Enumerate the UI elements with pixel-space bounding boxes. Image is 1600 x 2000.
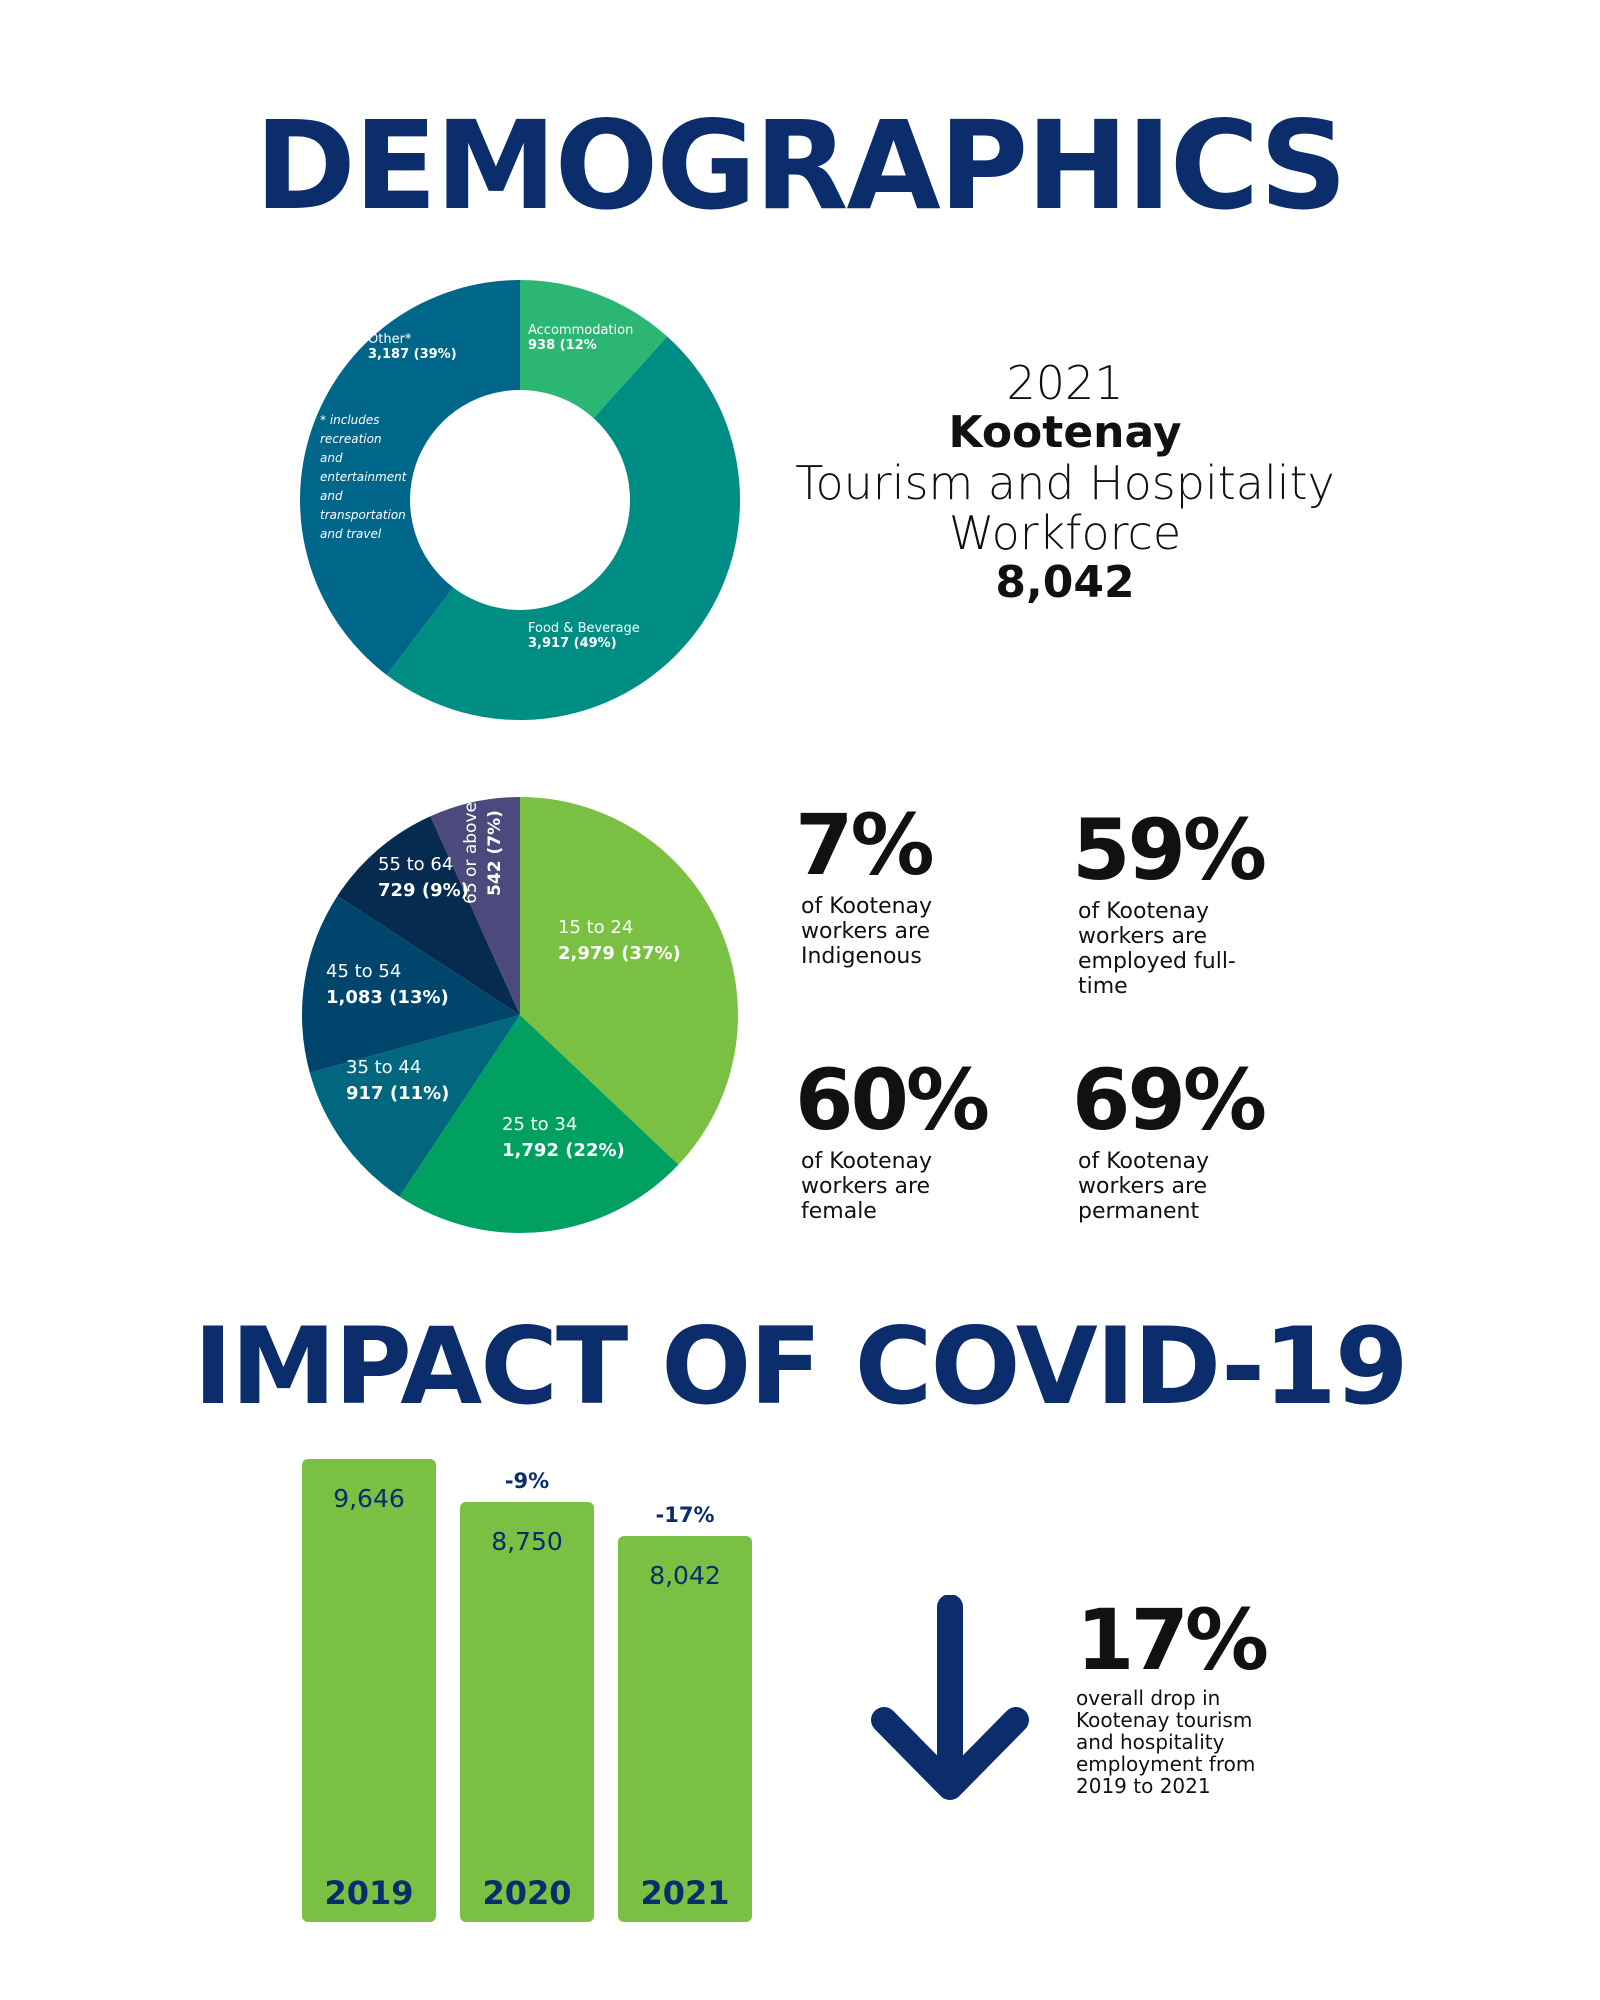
donut-slice-food-beverage: [386, 336, 740, 720]
bar-2019: [302, 1458, 436, 1922]
summary-total: 8,042: [995, 557, 1135, 608]
pie-slice-value: 729 (9%): [378, 880, 469, 901]
pie-slice-45-to-54: [302, 895, 520, 1073]
stat-indigenous: 7% of Kootenay workers are Indigenous: [795, 800, 1035, 969]
donut-slice-name: Other*: [368, 332, 412, 347]
pie-slice-name: 15 to 24: [558, 917, 633, 938]
drop-desc: overall drop in Kootenay tourism and hos…: [1076, 1686, 1256, 1798]
pie-slice-value: 2,979 (37%): [558, 943, 681, 964]
stat-value: 60%: [795, 1051, 990, 1149]
donut-footnote-line: transportation: [320, 508, 406, 522]
donut-footnote-line: entertainment: [320, 470, 408, 484]
down-arrow-icon: [871, 1595, 1029, 1800]
donut-footnote-line: and travel: [320, 527, 382, 541]
workforce-summary: 2021 Kootenay Tourism and Hospitality Wo…: [765, 358, 1365, 608]
bar-change-label: -17%: [656, 1503, 715, 1527]
stat-female: 60% of Kootenay workers are female: [795, 1055, 1035, 1224]
donut-footnote-line: and: [320, 451, 343, 465]
pie-slice-name: 45 to 54: [326, 961, 401, 982]
drop-value: 17%: [1076, 1591, 1269, 1689]
stat-permanent: 69% of Kootenay workers are permanent: [1072, 1055, 1312, 1224]
summary-year: 2021: [1006, 356, 1124, 410]
bar-change-label: -9%: [505, 1469, 549, 1493]
donut-footnote-line: * includes: [320, 413, 380, 427]
bar-value-label: 9,646: [333, 1484, 405, 1513]
age-pie-chart: 15 to 24 2,979 (37%) 25 to 34 1,792 (22%) 35…: [302, 797, 738, 1233]
demographics-heading: DEMOGRAPHICS: [254, 95, 1348, 237]
bar-value-label: 8,750: [491, 1527, 563, 1556]
pie-slice-value: 1,083 (13%): [326, 987, 449, 1008]
summary-line-1: Tourism and Hospitality: [795, 456, 1335, 510]
overall-drop: 17% overall drop in Kootenay tourism and…: [1076, 1595, 1296, 1797]
stat-value: 69%: [1072, 1051, 1267, 1149]
pie-slice-name: 35 to 44: [346, 1057, 421, 1078]
donut-footnote-line: recreation: [320, 432, 382, 446]
donut-slice-value: 3,917 (49%): [528, 636, 617, 651]
stat-full-time: 59% of Kootenay workers are employed ful…: [1072, 805, 1312, 999]
donut-slice-name: Food & Beverage: [528, 621, 640, 636]
bar-category-label: 2021: [640, 1874, 729, 1912]
bar-2020: [460, 1502, 594, 1922]
summary-line-2: Workforce: [948, 506, 1182, 560]
bar-category-label: 2020: [482, 1874, 571, 1912]
pie-slice-55-to-64: [337, 816, 520, 1015]
pie-slice-value: 1,792 (22%): [502, 1140, 625, 1161]
donut-slice-other: [300, 280, 520, 675]
employment-bar-chart: 9,646 2019 8,750 2020 -9% 8,042 2021 -17%: [302, 1458, 752, 1922]
pie-slice-name: 55 to 64: [378, 854, 453, 875]
pie-label-65-plus: 65 or above 542 (7%): [461, 802, 505, 904]
stat-desc: of Kootenay workers are permanent: [1078, 1149, 1210, 1224]
pie-slice-value: 542 (7%): [485, 810, 505, 896]
stat-value: 59%: [1072, 801, 1267, 899]
donut-footnote-line: and: [320, 489, 343, 503]
stat-value: 7%: [795, 796, 935, 894]
bar-category-label: 2019: [324, 1874, 413, 1912]
summary-region: Kootenay: [948, 407, 1182, 458]
stat-desc: of Kootenay workers are employed full-ti…: [1078, 899, 1236, 999]
bar-value-label: 8,042: [649, 1561, 721, 1590]
donut-slice-value: 938 (12%: [528, 338, 597, 353]
stat-desc: of Kootenay workers are female: [801, 1149, 933, 1224]
donut-slice-accommodation: [520, 280, 668, 419]
pie-slice-35-to-44: [309, 1015, 520, 1197]
stat-desc: of Kootenay workers are Indigenous: [801, 894, 933, 969]
donut-slice-value: 3,187 (39%): [368, 347, 457, 362]
bar-2021: [618, 1535, 752, 1922]
pie-slice-15-to-24: [520, 797, 738, 1165]
covid-heading: IMPACT OF COVID-19: [193, 1305, 1408, 1428]
pie-slice-name: 25 to 34: [502, 1114, 577, 1135]
pie-slice-65-or-above: [430, 797, 520, 1015]
pie-slice-value: 917 (11%): [346, 1083, 449, 1104]
pie-slice-25-to-34: [399, 1015, 679, 1233]
pie-slice-name: 65 or above: [461, 802, 481, 904]
donut-slice-name: Accommodation: [528, 323, 633, 338]
